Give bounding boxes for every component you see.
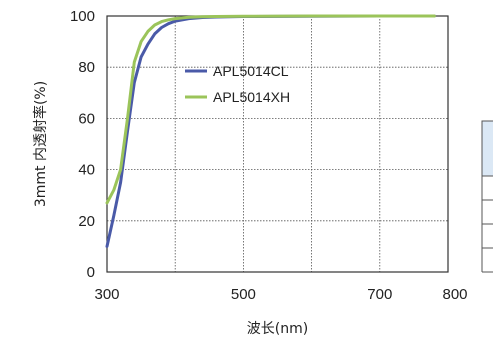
y-axis-label: 3mmt 内透射率(%) bbox=[32, 81, 49, 207]
legend-label: APL5014CL bbox=[213, 63, 289, 79]
y-tick-label: 20 bbox=[78, 213, 95, 230]
y-tick-label: 80 bbox=[78, 59, 95, 76]
series-line-apl5014cl bbox=[105, 14, 436, 248]
y-tick-label: 0 bbox=[87, 264, 95, 281]
x-axis-label: 波长(nm) bbox=[247, 321, 308, 337]
legend: APL5014CL APL5014XH bbox=[185, 63, 290, 105]
x-tick-label: 800 bbox=[442, 286, 467, 303]
grid-lines bbox=[107, 16, 448, 272]
legend-label: APL5014XH bbox=[213, 89, 290, 105]
side-table-fragment bbox=[481, 120, 493, 273]
y-tick-label: 100 bbox=[70, 8, 95, 25]
plot-frame bbox=[106, 15, 449, 273]
series-lines bbox=[105, 14, 436, 248]
tick-labels: 0 20 40 60 80 100 300 500 700 800 bbox=[70, 8, 468, 303]
x-tick-label: 300 bbox=[94, 286, 119, 303]
y-tick-label: 60 bbox=[78, 110, 95, 127]
x-tick-label: 700 bbox=[367, 286, 392, 303]
y-tick-label: 40 bbox=[78, 162, 95, 179]
series-line-apl5014xh bbox=[105, 14, 436, 205]
x-tick-label: 500 bbox=[231, 286, 256, 303]
